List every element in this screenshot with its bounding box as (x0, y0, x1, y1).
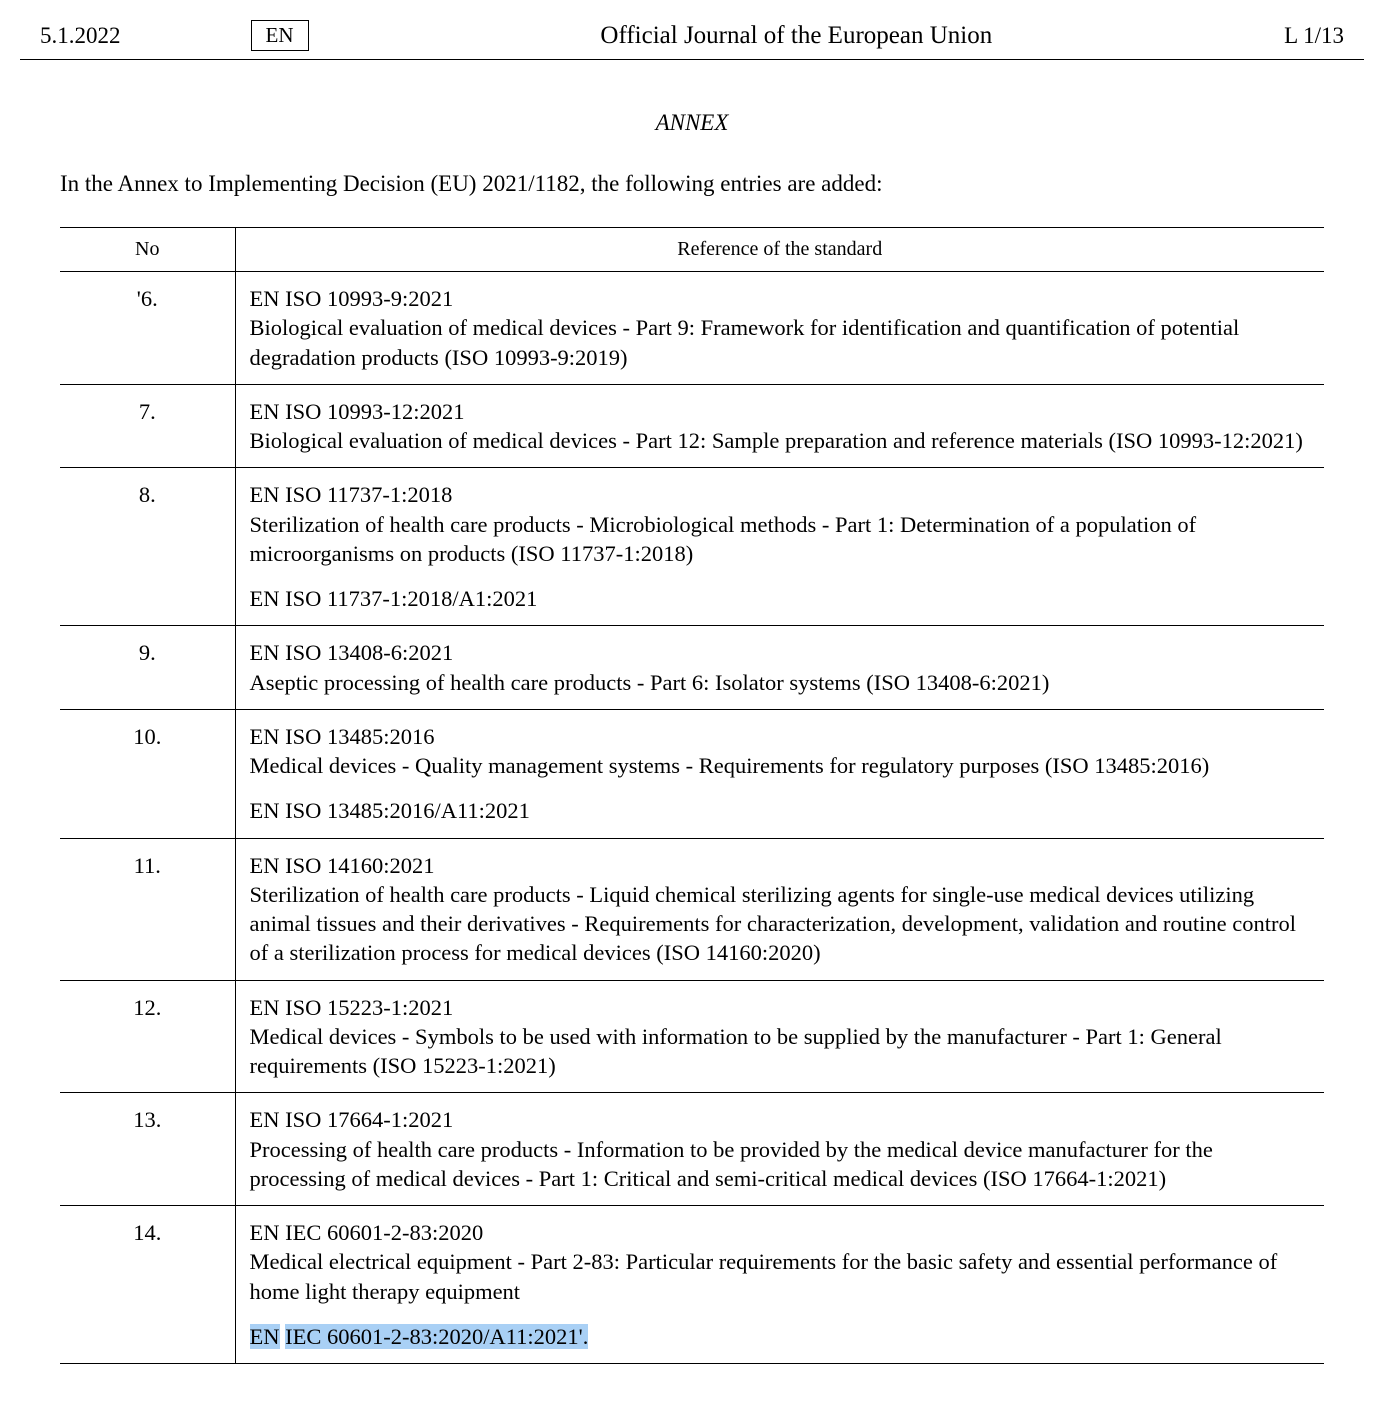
page-reference: L 1/13 (1284, 23, 1344, 49)
table-row: 10.EN ISO 13485:2016Medical devices - Qu… (60, 709, 1324, 838)
table-body: '6.EN ISO 10993-9:2021Biological evaluat… (60, 272, 1324, 1364)
standard-description: Medical devices - Symbols to be used wit… (250, 1022, 1311, 1081)
table-row: 8.EN ISO 11737-1:2018Sterilization of he… (60, 468, 1324, 626)
amendment-highlighted: IEC 60601-2-83:2020/A11:2021'. (285, 1324, 588, 1349)
standard-code: EN ISO 11737-1:2018 (250, 480, 1311, 509)
row-reference: EN ISO 13485:2016Medical devices - Quali… (235, 709, 1324, 838)
table-row: 7.EN ISO 10993-12:2021Biological evaluat… (60, 384, 1324, 468)
table-row: 12.EN ISO 15223-1:2021Medical devices - … (60, 980, 1324, 1093)
standard-description: Biological evaluation of medical devices… (250, 426, 1311, 455)
standards-table: No Reference of the standard '6.EN ISO 1… (60, 227, 1324, 1364)
standard-description: Sterilization of health care products - … (250, 510, 1311, 569)
row-no: 10. (60, 709, 235, 838)
row-reference: EN ISO 14160:2021Sterilization of health… (235, 838, 1324, 980)
standard-description: Medical devices - Quality management sys… (250, 751, 1311, 780)
row-no: 12. (60, 980, 235, 1093)
row-reference: EN ISO 10993-9:2021Biological evaluation… (235, 272, 1324, 385)
standard-amendment: EN IEC 60601-2-83:2020/A11:2021'. (250, 1322, 1311, 1351)
row-reference: EN ISO 10993-12:2021Biological evaluatio… (235, 384, 1324, 468)
journal-title: Official Journal of the European Union (600, 22, 992, 50)
standard-description: Aseptic processing of health care produc… (250, 668, 1311, 697)
standard-description: Processing of health care products - Inf… (250, 1135, 1311, 1194)
standard-amendment: EN ISO 11737-1:2018/A1:2021 (250, 584, 1311, 613)
row-no: '6. (60, 272, 235, 385)
standard-code: EN ISO 15223-1:2021 (250, 993, 1311, 1022)
row-reference: EN ISO 13408-6:2021Aseptic processing of… (235, 626, 1324, 710)
row-reference: EN ISO 15223-1:2021Medical devices - Sym… (235, 980, 1324, 1093)
amendment-prefix-highlighted: EN (250, 1324, 280, 1349)
row-no: 7. (60, 384, 235, 468)
table-row: '6.EN ISO 10993-9:2021Biological evaluat… (60, 272, 1324, 385)
row-reference: EN IEC 60601-2-83:2020Medical electrical… (235, 1206, 1324, 1364)
standard-description: Biological evaluation of medical devices… (250, 313, 1311, 372)
table-header-row: No Reference of the standard (60, 228, 1324, 272)
header-date: 5.1.2022 (40, 23, 121, 49)
header-no: No (60, 228, 235, 272)
standard-code: EN ISO 14160:2021 (250, 851, 1311, 880)
row-no: 13. (60, 1093, 235, 1206)
standard-description: Medical electrical equipment - Part 2-83… (250, 1247, 1311, 1306)
language-box: EN (251, 20, 309, 51)
table-row: 13.EN ISO 17664-1:2021Processing of heal… (60, 1093, 1324, 1206)
standard-code: EN ISO 10993-12:2021 (250, 397, 1311, 426)
page-header: 5.1.2022 EN Official Journal of the Euro… (20, 20, 1364, 60)
standard-amendment: EN ISO 13485:2016/A11:2021 (250, 796, 1311, 825)
annex-title: ANNEX (20, 110, 1364, 136)
standard-code: EN IEC 60601-2-83:2020 (250, 1218, 1311, 1247)
standard-code: EN ISO 13408-6:2021 (250, 638, 1311, 667)
table-row: 9.EN ISO 13408-6:2021Aseptic processing … (60, 626, 1324, 710)
row-no: 14. (60, 1206, 235, 1364)
standard-code: EN ISO 10993-9:2021 (250, 284, 1311, 313)
row-no: 8. (60, 468, 235, 626)
row-reference: EN ISO 11737-1:2018Sterilization of heal… (235, 468, 1324, 626)
header-left: 5.1.2022 EN (40, 20, 309, 51)
header-reference: Reference of the standard (235, 228, 1324, 272)
intro-text: In the Annex to Implementing Decision (E… (60, 171, 1364, 197)
standard-code: EN ISO 13485:2016 (250, 722, 1311, 751)
table-row: 11.EN ISO 14160:2021Sterilization of hea… (60, 838, 1324, 980)
standard-code: EN ISO 17664-1:2021 (250, 1105, 1311, 1134)
row-no: 11. (60, 838, 235, 980)
row-reference: EN ISO 17664-1:2021Processing of health … (235, 1093, 1324, 1206)
standard-description: Sterilization of health care products - … (250, 880, 1311, 968)
table-row: 14.EN IEC 60601-2-83:2020Medical electri… (60, 1206, 1324, 1364)
row-no: 9. (60, 626, 235, 710)
